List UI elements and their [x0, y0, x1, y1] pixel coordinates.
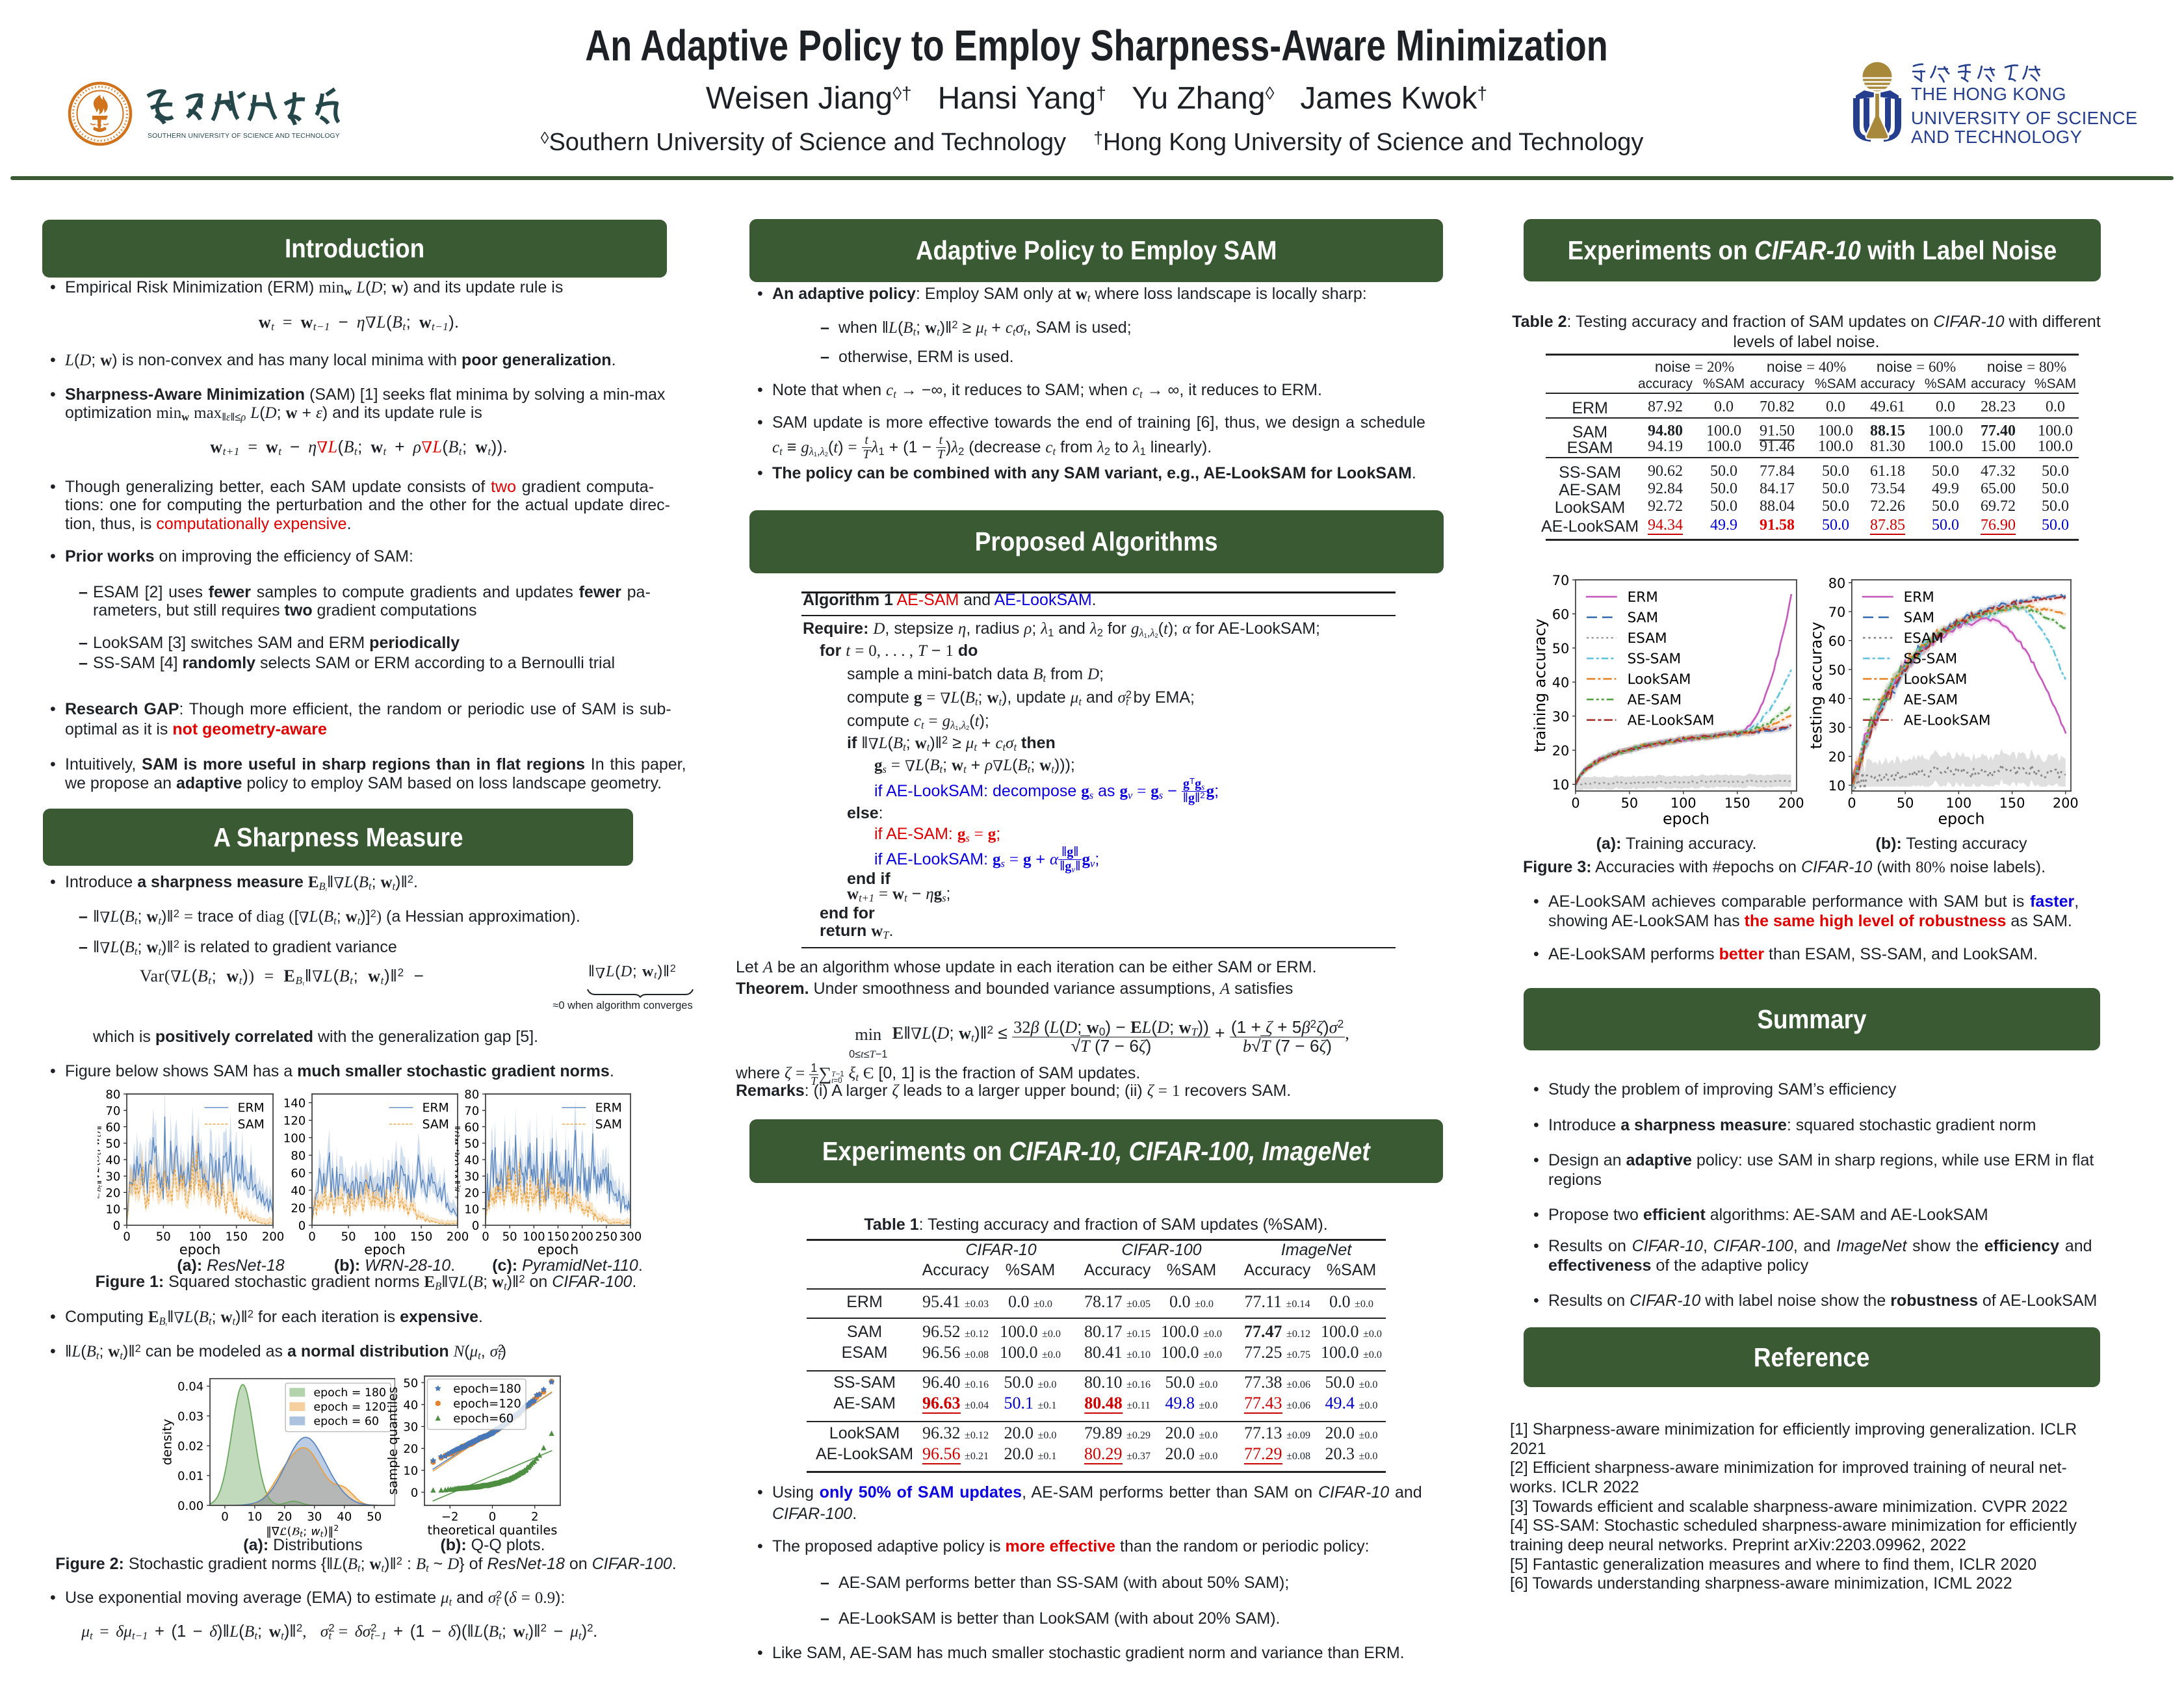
svg-text:UNIVERSITY OF SCIENCE: UNIVERSITY OF SCIENCE [1911, 108, 2138, 128]
svg-text:THE HONG KONG: THE HONG KONG [1911, 84, 2066, 104]
svg-text:AND TECHNOLOGY: AND TECHNOLOGY [1911, 127, 2082, 147]
svg-text:SOUTHERN UNIVERSITY OF SCIENCE: SOUTHERN UNIVERSITY OF SCIENCE AND TECHN… [148, 133, 340, 140]
